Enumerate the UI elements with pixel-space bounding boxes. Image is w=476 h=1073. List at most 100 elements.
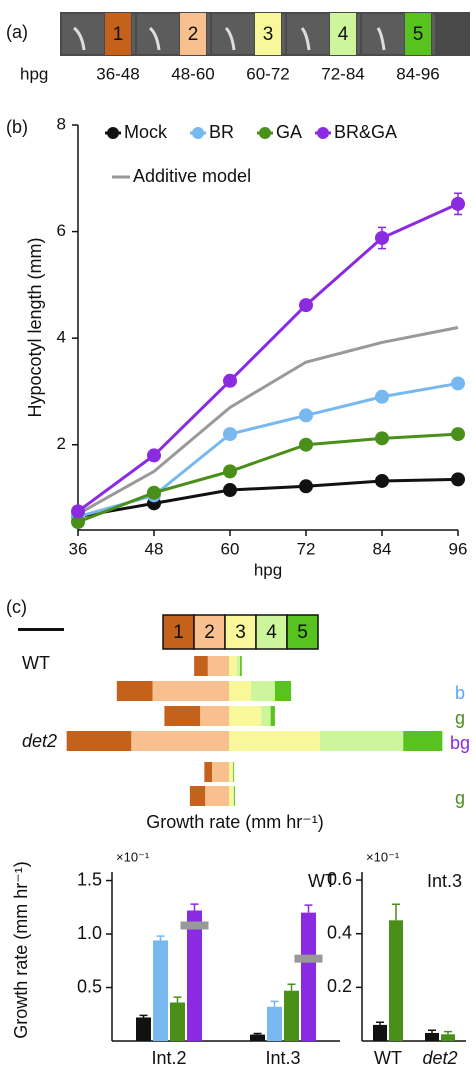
point xyxy=(375,230,389,245)
bar-segment xyxy=(274,681,292,701)
error-bar xyxy=(139,1014,148,1018)
y-tick-label: 0.4 xyxy=(327,922,352,942)
error-bar xyxy=(304,904,313,913)
seedling-photo xyxy=(132,14,135,54)
row-tag: g xyxy=(455,708,465,728)
seedling xyxy=(300,27,311,51)
legend-label: Additive model xyxy=(133,166,251,186)
legend-label: GA xyxy=(276,122,302,142)
x-tick-label: det2 xyxy=(422,1048,457,1068)
point xyxy=(299,437,313,452)
seedling xyxy=(224,26,236,51)
point xyxy=(147,448,161,463)
error-bar xyxy=(376,1021,384,1025)
additive-marker xyxy=(180,921,209,930)
error-bar xyxy=(253,1032,262,1035)
legend-marker xyxy=(259,127,271,139)
legend-box xyxy=(255,614,288,650)
y-tick-label: 2 xyxy=(57,434,66,453)
bar xyxy=(284,990,299,1041)
row-tag: g xyxy=(455,788,465,808)
legend-label: BR&GA xyxy=(334,122,397,142)
interval-number: 2 xyxy=(188,24,199,45)
additive-marker xyxy=(294,954,323,963)
bar-segment xyxy=(270,706,275,726)
x-tick-label: 48 xyxy=(145,539,164,558)
interval-range: 36-48 xyxy=(96,64,139,83)
series-line xyxy=(77,477,459,519)
seedling-photo xyxy=(207,14,210,54)
bar xyxy=(441,1034,455,1041)
y-tick-label: 1.5 xyxy=(77,869,102,889)
y-tick-label: 4 xyxy=(57,328,66,347)
interval-number: 4 xyxy=(338,24,349,45)
multiplier: ×10⁻¹ xyxy=(366,849,400,864)
interval-box xyxy=(105,13,131,55)
point xyxy=(223,373,237,388)
legend-label: Mock xyxy=(124,122,168,142)
seedling-photo xyxy=(357,14,360,54)
x-tick-label: 60 xyxy=(221,539,240,558)
row-label: WT xyxy=(22,653,50,673)
row-label: det2 xyxy=(22,731,57,751)
bar-segment xyxy=(234,786,235,806)
legend-marker xyxy=(107,127,119,139)
seedling xyxy=(73,26,86,51)
bar xyxy=(373,1024,387,1041)
bar-segment xyxy=(116,681,153,701)
y-tick-label: 6 xyxy=(57,221,66,240)
bar-segment xyxy=(229,786,234,806)
bar xyxy=(267,1006,282,1041)
bar xyxy=(187,910,202,1041)
point xyxy=(299,298,313,313)
interval-range: 48-60 xyxy=(171,64,214,83)
error-bar xyxy=(287,983,296,991)
bar-segment xyxy=(319,731,404,751)
y-axis-label: Growth rate (mm hr⁻¹) xyxy=(11,861,31,1039)
bar-segment xyxy=(164,706,201,726)
x-tick-label: 72 xyxy=(297,539,316,558)
multiplier: ×10⁻¹ xyxy=(116,849,150,864)
scale-bar xyxy=(18,628,64,631)
x-tick-label: 84 xyxy=(373,539,392,558)
series-line xyxy=(77,326,459,516)
interval-range: 72-84 xyxy=(321,64,364,83)
bar-segment xyxy=(261,706,271,726)
interval-box xyxy=(330,13,356,55)
error-bar xyxy=(190,903,199,911)
point xyxy=(223,483,237,498)
panel-label: (a) xyxy=(6,22,28,42)
legend-label: 5 xyxy=(297,622,308,643)
interval-number: 5 xyxy=(413,24,424,45)
point xyxy=(223,464,237,479)
y-tick-label: 1.0 xyxy=(77,923,102,943)
bar-segment xyxy=(189,786,206,806)
panel-label: (c) xyxy=(6,597,27,617)
point xyxy=(451,472,465,487)
interval-box xyxy=(180,13,206,55)
bar xyxy=(153,940,168,1041)
y-tick-label: 0.6 xyxy=(327,869,352,889)
bar xyxy=(425,1032,439,1041)
y-tick-label: 0.5 xyxy=(77,976,102,996)
legend-label: 1 xyxy=(173,622,184,643)
point xyxy=(375,389,389,404)
bar xyxy=(136,1017,151,1041)
bar-segment xyxy=(233,786,235,806)
series-line xyxy=(77,432,459,524)
legend-label: 3 xyxy=(235,622,246,643)
point xyxy=(71,504,85,519)
interval-range: 84-96 xyxy=(396,64,439,83)
point xyxy=(71,515,85,530)
x-tick-label: 96 xyxy=(449,539,468,558)
point xyxy=(451,196,465,211)
error-bar xyxy=(173,996,182,1003)
error-bar xyxy=(156,935,165,941)
point xyxy=(375,473,389,488)
bar-segment xyxy=(251,681,275,701)
x-tick-label: 36 xyxy=(69,539,88,558)
bar-segment xyxy=(229,681,252,701)
bar xyxy=(250,1034,265,1041)
bar-segment xyxy=(194,656,208,676)
